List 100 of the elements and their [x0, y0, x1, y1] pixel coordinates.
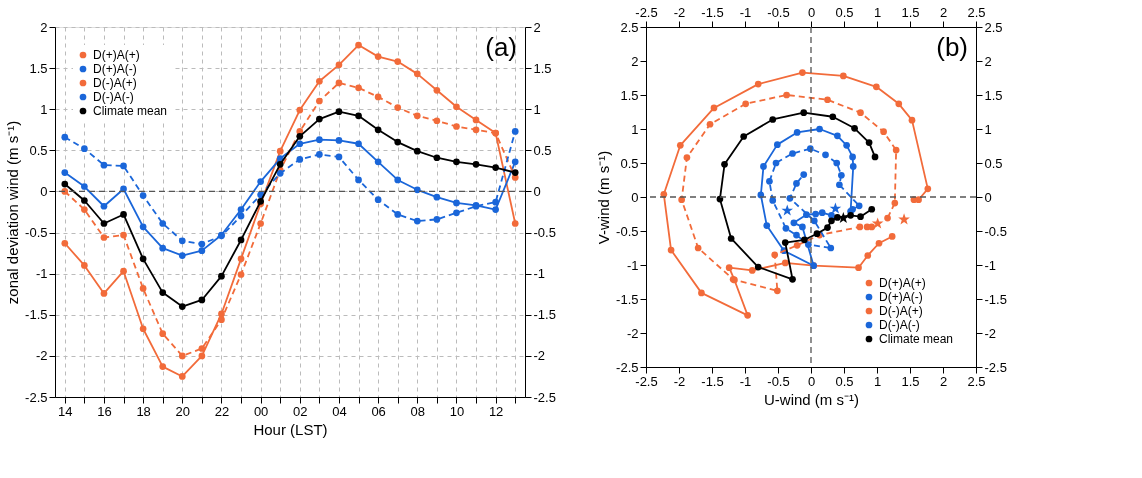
x-tick-label: 22: [214, 403, 230, 419]
y-tick-label: 1.5: [620, 87, 639, 103]
point: [81, 206, 88, 213]
x2-tick-label: 0: [807, 4, 816, 20]
x-tick-label: 14: [58, 403, 73, 419]
x2-tick-label: 1.5: [901, 4, 920, 20]
legend-label: D(+)A(+): [93, 48, 140, 62]
y-tick-label: 0: [631, 189, 639, 205]
legend-label: D(+)A(-): [93, 62, 137, 76]
point: [800, 171, 808, 178]
x-tick-label: -1: [739, 373, 752, 389]
point: [218, 272, 225, 280]
annotation: (a): [485, 32, 517, 62]
point: [198, 296, 206, 304]
y2-tick-label: -2.5: [984, 359, 1007, 375]
point: [355, 112, 362, 120]
point: [857, 109, 864, 117]
point: [316, 77, 323, 85]
point: [799, 69, 806, 76]
point: [511, 220, 519, 227]
point: [492, 198, 499, 206]
point: [139, 325, 147, 333]
y-tick-label: -2.5: [616, 359, 639, 375]
point: [781, 239, 789, 246]
point: [178, 303, 186, 310]
point: [763, 222, 771, 229]
y-tick-label: 2.5: [620, 19, 639, 35]
point: [296, 133, 304, 140]
point: [721, 161, 728, 168]
x-tick-label: -2: [673, 373, 686, 389]
point: [81, 197, 88, 204]
point: [453, 103, 460, 111]
y-tick-label: 2: [40, 19, 48, 35]
y2-tick-label: 1.5: [984, 87, 1003, 103]
y2-tick-label: -1: [533, 266, 546, 282]
point: [355, 176, 362, 184]
point: [769, 197, 777, 204]
point: [453, 209, 460, 217]
point: [472, 126, 480, 134]
point: [296, 156, 304, 163]
x2-tick-label: 2.5: [967, 4, 986, 20]
point: [374, 53, 382, 60]
y-axis-title: V-wind (m s⁻¹): [595, 150, 613, 245]
point: [355, 84, 362, 92]
legend-label: D(-)A(-): [879, 318, 920, 332]
point: [884, 214, 891, 222]
x-tick-label: 1: [873, 373, 882, 389]
y-tick-label: 1: [40, 101, 48, 117]
x-tick-label: 0.5: [835, 373, 854, 389]
point: [725, 264, 733, 272]
point: [843, 141, 850, 149]
y-tick-label: -0.5: [616, 223, 639, 239]
point: [139, 223, 147, 231]
y-tick-label: -1: [626, 257, 639, 273]
point: [880, 128, 887, 136]
point: [178, 237, 186, 245]
point: [827, 244, 835, 252]
point: [818, 209, 826, 216]
point: [801, 236, 808, 244]
point: [857, 213, 864, 221]
x-tick-label: 1.5: [901, 373, 920, 389]
point: [829, 113, 837, 121]
point: [61, 133, 69, 141]
y-tick-label: -1.5: [25, 307, 48, 323]
point: [433, 86, 441, 94]
point: [237, 255, 245, 263]
legend-label: D(-)A(+): [93, 76, 137, 90]
y2-tick-label: -1.5: [984, 291, 1007, 307]
point: [793, 129, 801, 136]
x-tick-label: 18: [136, 403, 151, 419]
x-axis-title: U-wind (m s⁻¹): [764, 390, 859, 408]
point: [335, 61, 343, 69]
y-tick-label: 1.5: [29, 60, 48, 76]
legend-label: Climate mean: [879, 332, 954, 346]
y2-tick-label: 2: [533, 19, 541, 35]
point: [335, 137, 343, 144]
point: [781, 204, 794, 216]
point: [833, 159, 841, 167]
point: [793, 231, 800, 239]
legend-label: D(-)A(-): [93, 90, 134, 104]
point: [773, 141, 781, 148]
point: [316, 151, 323, 158]
point: [810, 217, 818, 225]
point: [511, 158, 519, 166]
point: [159, 220, 167, 227]
point: [511, 169, 519, 176]
y-tick-label: 1: [631, 121, 639, 137]
point: [100, 161, 108, 169]
point: [891, 199, 899, 207]
point: [100, 290, 108, 297]
x-tick-label: 0: [807, 373, 816, 389]
point: [413, 186, 421, 194]
point: [257, 220, 264, 227]
point: [433, 216, 441, 223]
point: [773, 287, 781, 295]
point: [829, 202, 842, 214]
point: [355, 140, 362, 148]
point: [849, 153, 856, 161]
x-tick-label: 12: [488, 403, 504, 419]
x-tick-label: 16: [97, 403, 112, 419]
